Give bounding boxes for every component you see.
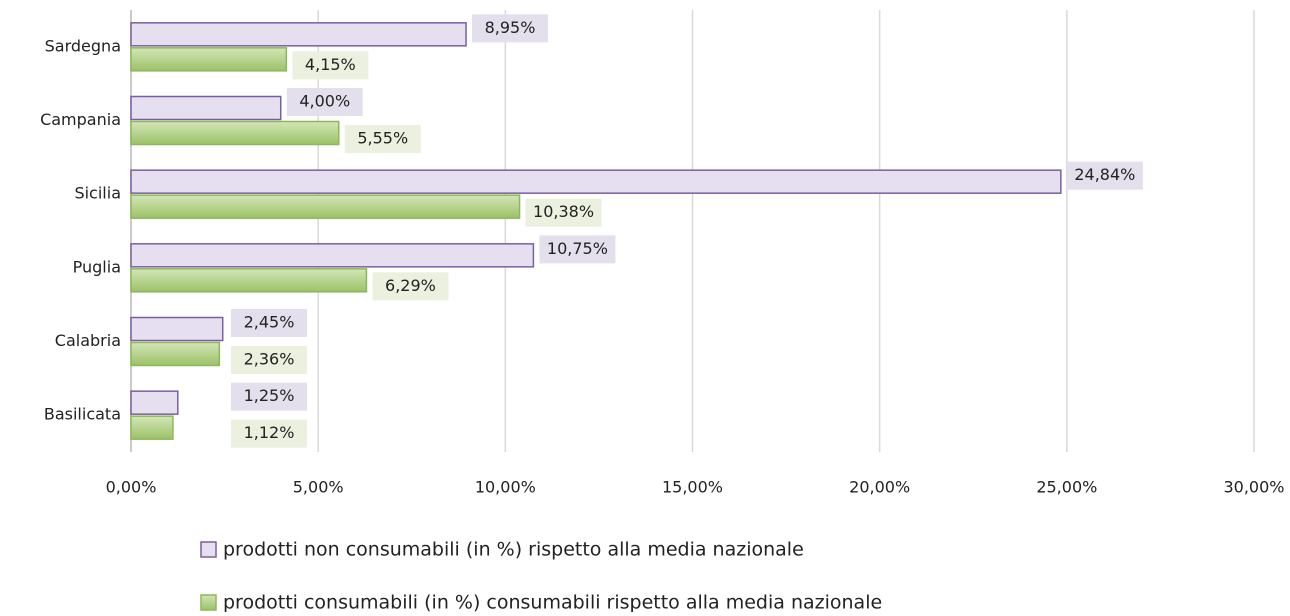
data-label: 2,36%	[244, 350, 295, 369]
legend-swatch	[200, 594, 217, 611]
data-label: 10,38%	[533, 202, 594, 221]
label-bg	[372, 272, 449, 301]
label-bg	[231, 309, 307, 337]
x-tick-label: 10,00%	[475, 478, 536, 497]
bar	[130, 243, 535, 268]
label-bg	[472, 14, 549, 43]
y-tick-label: Sardegna	[45, 36, 121, 55]
y-tick-label: Calabria	[55, 331, 121, 350]
bar	[130, 120, 340, 146]
legend-label: prodotti consumabili (in %) consumabili …	[223, 592, 882, 613]
data-label: 6,29%	[385, 276, 436, 295]
label-bg	[344, 125, 421, 153]
legend-swatch	[200, 541, 217, 558]
data-label: 1,25%	[244, 386, 295, 405]
data-label: 2,45%	[244, 313, 295, 332]
bar	[130, 268, 368, 293]
y-tick-label: Campania	[40, 110, 121, 129]
label-bg	[286, 88, 363, 116]
x-tick-label: 30,00%	[1223, 478, 1284, 497]
bar	[130, 95, 282, 121]
label-bg	[539, 235, 616, 264]
x-tick-label: 20,00%	[849, 478, 910, 497]
label-bg	[1066, 161, 1143, 190]
bar	[130, 194, 521, 219]
label-bg	[231, 419, 307, 448]
data-label: 10,75%	[547, 239, 608, 258]
bar	[130, 316, 224, 342]
bar	[130, 390, 179, 415]
x-tick-label: 0,00%	[106, 478, 157, 497]
data-label: 5,55%	[357, 129, 408, 148]
bar	[130, 169, 1062, 194]
data-label: 8,95%	[485, 18, 536, 37]
bar	[130, 22, 467, 47]
data-label: 4,15%	[305, 55, 356, 74]
data-label: 24,84%	[1074, 165, 1135, 184]
label-bg	[231, 346, 307, 374]
label-bg	[525, 198, 602, 227]
data-label: 4,00%	[299, 92, 350, 111]
legend-label: prodotti non consumabili (in %) rispetto…	[223, 539, 804, 561]
label-bg	[292, 51, 369, 80]
x-tick-label: 5,00%	[293, 478, 344, 497]
bar	[130, 415, 174, 440]
data-label: 1,12%	[244, 423, 295, 442]
y-tick-label: Sicilia	[74, 184, 121, 203]
x-tick-label: 25,00%	[1036, 478, 1097, 497]
x-tick-label: 15,00%	[662, 478, 723, 497]
bar	[130, 341, 221, 367]
y-tick-label: Puglia	[73, 257, 121, 276]
y-tick-label: Basilicata	[44, 405, 121, 424]
label-bg	[231, 382, 307, 411]
bar	[130, 47, 288, 72]
